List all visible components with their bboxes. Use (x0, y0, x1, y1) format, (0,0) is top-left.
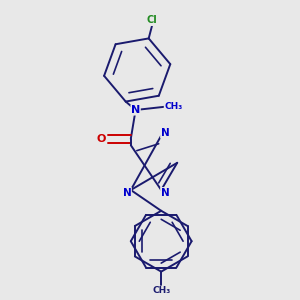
Text: O: O (97, 134, 106, 144)
Text: N: N (131, 105, 140, 115)
Text: N: N (123, 188, 131, 198)
Text: N: N (161, 188, 170, 198)
Text: N: N (161, 128, 170, 138)
Text: Cl: Cl (146, 16, 157, 26)
Text: CH₃: CH₃ (164, 102, 182, 111)
Text: CH₃: CH₃ (152, 286, 170, 295)
